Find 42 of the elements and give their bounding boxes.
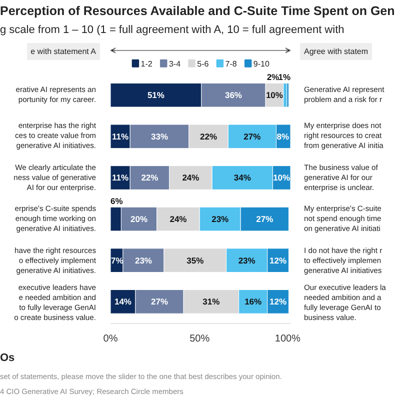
data-label: 22% — [200, 131, 218, 142]
data-label: 11% — [112, 172, 130, 183]
x-tick-label: 50% — [190, 334, 210, 344]
data-label: 12% — [270, 255, 287, 266]
data-label: 35% — [186, 255, 204, 266]
data-label: 11% — [112, 131, 130, 142]
data-label: 10% — [273, 172, 291, 183]
text: Os — [0, 351, 16, 366]
data-label: 31% — [202, 296, 220, 307]
legend-label: 3-4 — [168, 59, 182, 68]
chart-subtitle: g scale from 1 – 10 (1 = full agreement with A, 10 = full agreement with — [0, 22, 346, 38]
x-tick-label: 0% — [103, 334, 118, 344]
data-label: 6% — [110, 196, 124, 206]
legend-label: 7-8 — [225, 59, 238, 68]
data-label: 8% — [276, 131, 290, 142]
text: e with statement A — [26, 43, 100, 60]
data-label: 36% — [224, 90, 242, 100]
data-label: 23% — [134, 255, 152, 266]
data-label: 24% — [182, 172, 200, 183]
legend-label: 9-10 — [253, 59, 270, 68]
data-label: 16% — [244, 296, 262, 307]
data-label: 14% — [114, 296, 132, 307]
data-label: 33% — [151, 131, 168, 142]
data-label: 10% — [266, 90, 284, 100]
data-label: 22% — [141, 172, 159, 183]
data-label: 27% — [256, 214, 274, 224]
data-label: 1% — [278, 72, 291, 82]
legend-label: 1-2 — [140, 59, 153, 68]
data-label: 34% — [234, 172, 252, 183]
data-label: 23% — [212, 214, 230, 224]
data-label: 24% — [170, 214, 188, 224]
data-label: 27% — [151, 296, 168, 307]
chart-title: Perception of Resources Available and C-Suite Time Spent on Gen — [0, 3, 395, 20]
data-label: 51% — [147, 90, 165, 100]
text: Agree with statem — [300, 43, 372, 60]
data-label: 20% — [130, 214, 148, 224]
legend-label: 5-6 — [197, 59, 210, 68]
data-label: 23% — [238, 255, 256, 266]
data-label: 2% — [266, 72, 280, 82]
x-tick-label: 100% — [274, 334, 301, 344]
data-label: 27% — [244, 131, 262, 142]
data-label: 12% — [270, 296, 287, 307]
